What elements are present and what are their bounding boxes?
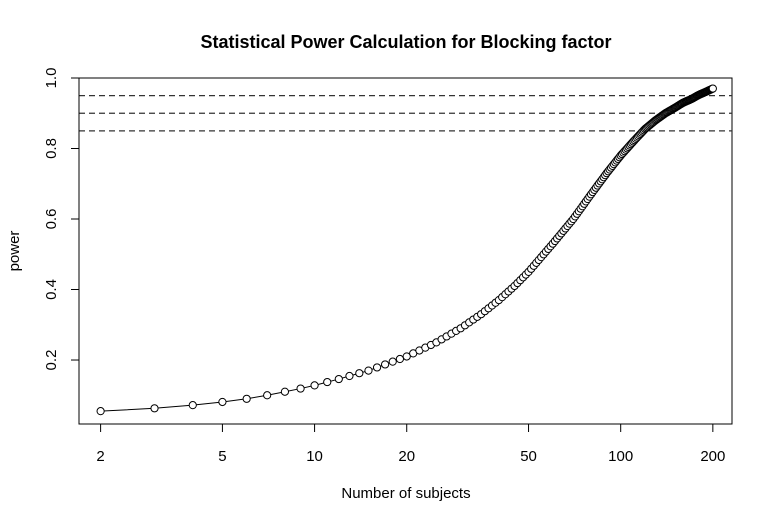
y-tick-label: 0.4 — [43, 279, 60, 300]
data-point — [345, 371, 354, 381]
x-tick-label: 2 — [96, 448, 104, 465]
data-point — [388, 357, 397, 366]
data-point — [150, 404, 159, 413]
y-axis: 0.2 0.4 0.6 0.8 1.0 — [43, 68, 80, 371]
x-tick-label: 20 — [398, 448, 415, 465]
y-axis-label: power — [6, 231, 23, 272]
chart-title: Statistical Power Calculation for Blocki… — [200, 32, 611, 52]
data-point — [242, 394, 251, 403]
data-point — [280, 387, 290, 396]
data-point — [323, 377, 332, 387]
data-point — [381, 360, 390, 369]
data-point — [364, 366, 373, 375]
data-point — [355, 369, 364, 378]
data-point — [395, 354, 405, 364]
data-point — [263, 391, 272, 400]
data-point — [310, 381, 319, 390]
data-point — [296, 384, 305, 393]
data-point — [188, 401, 197, 410]
x-tick-label: 200 — [700, 448, 725, 465]
series-line — [100, 88, 714, 412]
data-point — [218, 397, 227, 407]
data-point — [96, 407, 105, 416]
power-series — [96, 84, 717, 416]
x-tick-label: 50 — [520, 448, 537, 465]
x-axis-label: Number of subjects — [341, 485, 470, 502]
reference-lines — [79, 95, 732, 132]
data-point — [402, 352, 411, 361]
plot-frame — [78, 77, 733, 425]
data-point — [334, 374, 343, 384]
y-tick-label: 0.2 — [43, 350, 60, 371]
data-point — [708, 84, 717, 93]
x-tick-label: 100 — [608, 448, 633, 465]
data-point — [372, 363, 382, 372]
y-tick-label: 0.8 — [43, 138, 60, 159]
y-tick-label: 0.6 — [43, 209, 60, 230]
x-tick-label: 5 — [218, 448, 226, 465]
y-tick-label: 1.0 — [43, 68, 60, 89]
x-axis: 2 5 10 20 50 100 200 — [96, 423, 725, 465]
x-tick-label: 10 — [306, 448, 323, 465]
